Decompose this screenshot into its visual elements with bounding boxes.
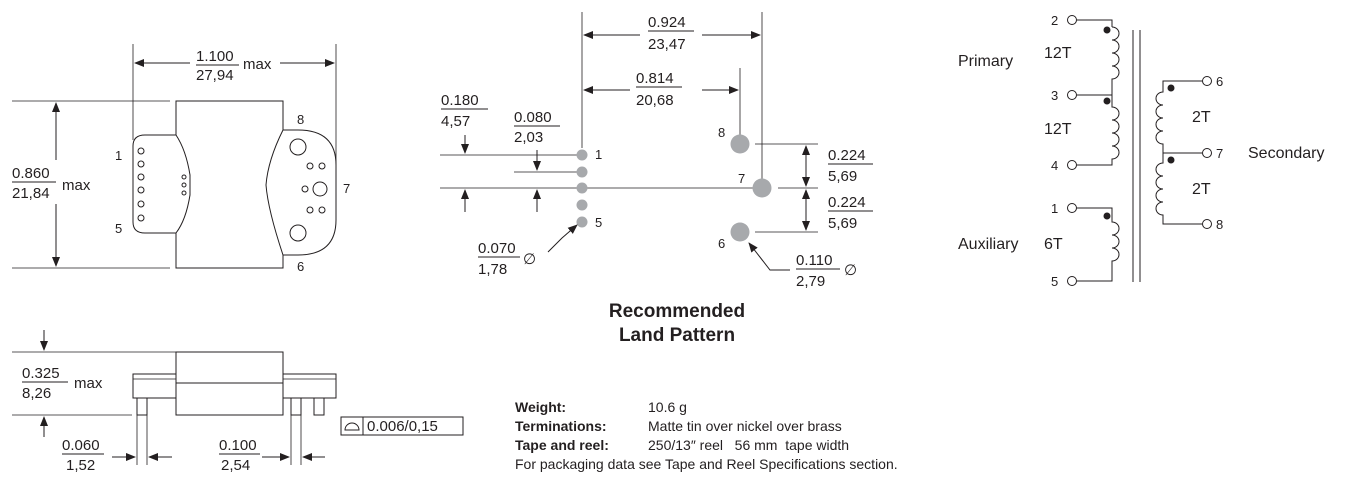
land-right1-mm: 5,69 [828, 168, 857, 185]
land-right1-in: 0.224 [828, 147, 866, 164]
schematic-pin-6: 6 [1216, 74, 1223, 89]
land-pitch-in: 0.080 [514, 109, 552, 126]
turns-secondary-1: 2T [1192, 109, 1211, 126]
land-pin-label-6: 6 [718, 236, 725, 251]
schematic-pin-5: 5 [1051, 274, 1058, 289]
terminations-label: Terminations: [515, 418, 607, 434]
polarity-dot-primary-2 [1103, 97, 1111, 105]
top-pin-label-6: 6 [297, 259, 304, 274]
land-right2-in: 0.224 [828, 194, 866, 211]
side-height-suffix: max [74, 375, 103, 392]
primary-label: Primary [958, 53, 1013, 70]
side-pin-width-in: 0.060 [62, 437, 100, 454]
polarity-dot-secondary-1 [1167, 84, 1175, 92]
turns-primary-1: 12T [1044, 45, 1072, 62]
top-width-in: 1.100 [196, 48, 234, 65]
right-flange [282, 373, 337, 399]
top-pin-label-7: 7 [343, 181, 350, 196]
left-flange [132, 373, 177, 399]
small-pad-in: 0.070 [478, 240, 516, 257]
schematic-pin-8: 8 [1216, 217, 1223, 232]
left-pin-holes [137, 147, 187, 222]
transformer-schematic: 2 3 4 1 5 6 7 8 Primary Secondary Auxili… [958, 13, 1325, 289]
land-pattern-title-1: Recommended [609, 301, 745, 322]
side-height-mm: 8,26 [22, 385, 51, 402]
schematic-pin-1: 1 [1051, 201, 1058, 216]
packaging-note: For packaging data see Tape and Reel Spe… [515, 456, 898, 472]
terminations-row: Terminations: Matte tin over nickel over… [515, 417, 898, 436]
land-pattern: 0.924 23,47 0.814 20,68 0.180 4,57 0.080… [440, 12, 873, 346]
land-right2-mm: 5,69 [828, 215, 857, 232]
specifications-block: Weight: 10.6 g Terminations: Matte tin o… [515, 398, 898, 474]
polarity-dot-aux [1103, 212, 1111, 220]
side-view: 0.325 8,26 max 0.060 1,52 0.100 2,54 0.0… [12, 330, 464, 474]
small-pad-mm: 1,78 [478, 261, 507, 278]
schematic-pin-3: 3 [1051, 88, 1058, 103]
top-height-mm: 21,84 [12, 185, 50, 202]
land-total-mm: 23,47 [648, 36, 686, 53]
large-pad-diameter: ∅ [844, 262, 857, 279]
small-pads [576, 149, 588, 228]
land-pin-label-1: 1 [595, 147, 602, 162]
polarity-dot-secondary-2 [1167, 156, 1175, 164]
side-pin-left [136, 397, 148, 416]
flatness-symbol [344, 422, 360, 431]
turns-secondary-2: 2T [1192, 181, 1211, 198]
package-body-outline [132, 100, 337, 269]
right-pin-holes [289, 138, 328, 242]
land-left-in: 0.180 [441, 92, 479, 109]
secondary-coil-lower [1155, 153, 1202, 225]
tape-reel-value: 250/13″ reel 56 mm tape width [648, 437, 850, 453]
side-height-in: 0.325 [22, 365, 60, 382]
secondary-label: Secondary [1248, 145, 1325, 162]
side-pin-right-1 [290, 397, 302, 416]
top-width-mm: 27,94 [196, 67, 234, 84]
top-height-suffix: max [62, 177, 91, 194]
schematic-pin-7: 7 [1216, 146, 1223, 161]
land-pin-label-5: 5 [595, 215, 602, 230]
secondary-coil-upper [1155, 80, 1202, 154]
small-pad-diameter: ∅ [523, 251, 536, 268]
flatness-value: 0.006/0,15 [367, 418, 438, 435]
large-pads [730, 134, 772, 242]
large-pad-mm: 2,79 [796, 273, 825, 290]
top-view: 1.100 27,94 max 0.860 21,84 max [10, 44, 350, 274]
auxiliary-label: Auxiliary [958, 236, 1018, 253]
weight-label: Weight: [515, 399, 567, 415]
turns-auxiliary: 6T [1044, 236, 1063, 253]
primary-coil-upper [1077, 26, 1120, 96]
weight-value: 10.6 g [648, 399, 687, 415]
side-pin-right-2 [313, 397, 325, 416]
land-pin-label-7: 7 [738, 171, 745, 186]
top-pin-label-5: 5 [115, 221, 122, 236]
side-pitch-mm: 2,54 [221, 457, 250, 474]
land-pin-label-8: 8 [718, 125, 725, 140]
land-total-in: 0.924 [648, 14, 686, 31]
tape-reel-label: Tape and reel: [515, 437, 609, 453]
auxiliary-coil [1077, 207, 1120, 282]
top-width-suffix: max [243, 56, 272, 73]
terminations-value: Matte tin over nickel over brass [648, 418, 842, 434]
large-pad-in: 0.110 [796, 252, 832, 269]
primary-coil-lower [1077, 95, 1120, 166]
land-inner-in: 0.814 [636, 70, 674, 87]
top-pin-label-1: 1 [115, 148, 122, 163]
land-inner-mm: 20,68 [636, 92, 674, 109]
weight-row: Weight: 10.6 g [515, 398, 898, 417]
land-left-mm: 4,57 [441, 113, 470, 130]
side-pin-width-mm: 1,52 [66, 457, 95, 474]
schematic-pin-2: 2 [1051, 13, 1058, 28]
side-pitch-in: 0.100 [219, 437, 257, 454]
land-pitch-mm: 2,03 [514, 129, 543, 146]
top-pin-label-8: 8 [297, 112, 304, 127]
turns-primary-2: 12T [1044, 121, 1072, 138]
schematic-pin-4: 4 [1051, 158, 1058, 173]
tape-reel-row: Tape and reel: 250/13″ reel 56 mm tape w… [515, 436, 898, 455]
land-pattern-title-2: Land Pattern [619, 325, 735, 346]
polarity-dot-primary-1 [1103, 26, 1111, 34]
top-height-in: 0.860 [12, 165, 50, 182]
